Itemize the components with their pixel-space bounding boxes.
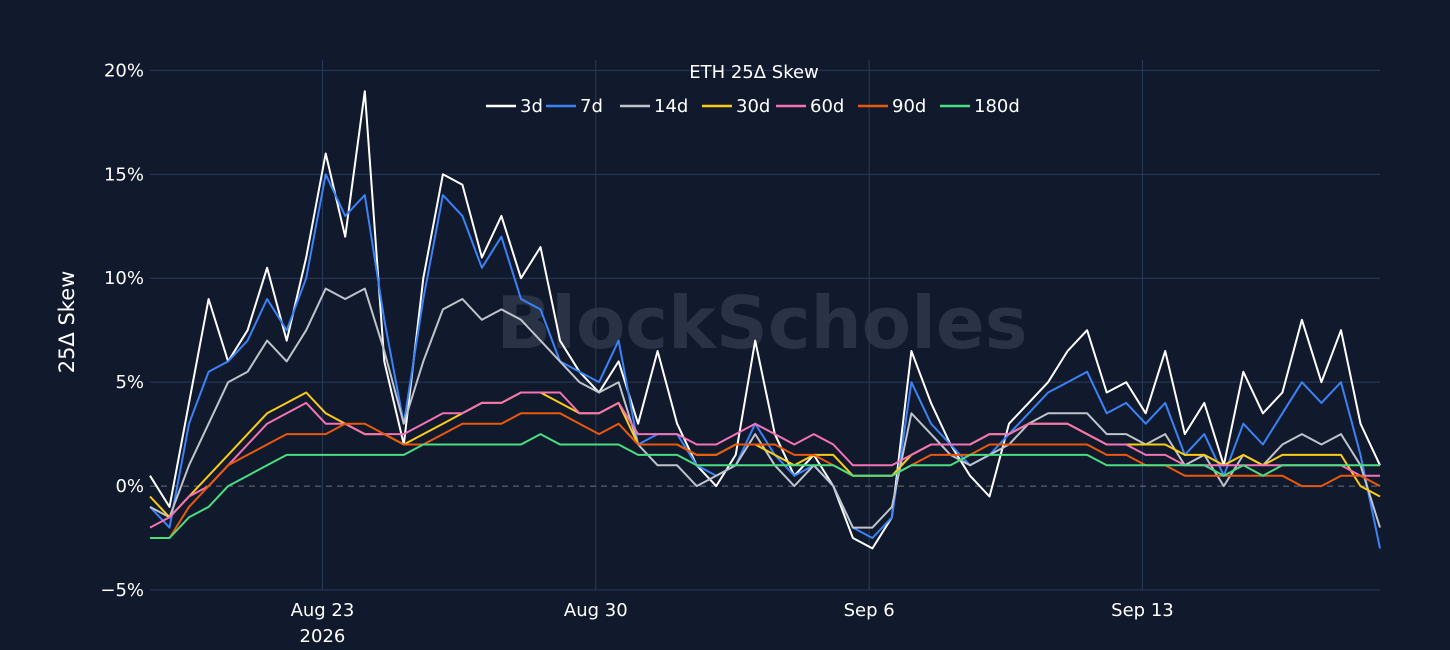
series-line-7d [149,173,1381,549]
legend-label-180d: 180d [974,96,1020,117]
chart-title: ETH 25Δ Skew [689,62,819,83]
x-tick-label: Sep 13 [1111,600,1174,621]
watermark: BlockScholes [496,281,1027,365]
y-tick-label: 20% [104,60,144,81]
legend-label-14d: 14d [654,96,688,117]
series-lines [149,90,1381,550]
legend-label-3d: 3d [520,96,543,117]
y-tick-label: 5% [115,372,144,393]
legend-label-60d: 60d [810,96,844,117]
x-tick-label: Aug 30 [564,600,628,621]
gridlines [150,60,1380,591]
legend-label-7d: 7d [580,96,603,117]
x-tick-label: Aug 23 [291,600,355,621]
series-line-90d [150,412,1381,539]
y-tick-label: 10% [104,268,144,289]
x-tick-year-label: 2026 [300,626,346,647]
series-line-180d [150,433,1380,539]
y-tick-label: 15% [104,164,144,185]
x-axis-ticks: Aug 23 2026 Aug 30 Sep 6 Sep 13 [291,600,1174,647]
x-tick-label: Sep 6 [844,600,895,621]
legend: 3d 7d 14d 30d 60d 90d 180d [486,96,1020,117]
y-tick-label: 0% [115,476,144,497]
series-line-60d [149,391,1380,529]
legend-label-90d: 90d [892,96,926,117]
y-axis-ticks: −5% 0% 5% 10% 15% 20% [100,60,144,601]
legend-label-30d: 30d [736,96,770,117]
y-tick-label: −5% [100,580,144,601]
y-axis-label: 25Δ Skew [55,271,79,374]
series-line-3d [149,90,1381,550]
